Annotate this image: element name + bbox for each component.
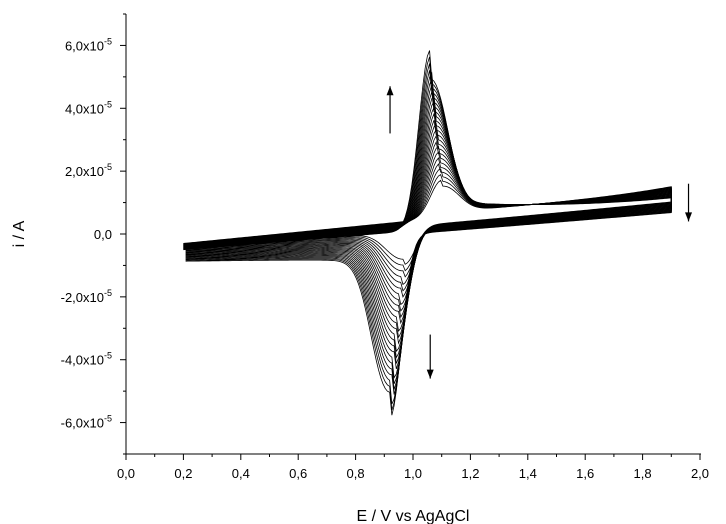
axes (125, 14, 701, 455)
arrow-up-icon (386, 86, 394, 96)
x-tick-label: 1,6 (576, 466, 594, 481)
cv-cycle-curve (183, 128, 672, 325)
y-tick-label: -2,0x10-5 (61, 288, 112, 305)
y-tick-label: -6,0x10-5 (61, 414, 112, 431)
voltammogram-curves (183, 50, 672, 416)
trend-arrows (386, 86, 693, 379)
y-tick-label: 2,0x10-5 (65, 162, 112, 179)
cv-cycle-curve (183, 145, 672, 306)
cv-cycle-curve (183, 63, 672, 405)
x-tick-label: 1,8 (634, 466, 652, 481)
arrow-down-icon (685, 212, 693, 222)
x-tick-label: 0,6 (289, 466, 307, 481)
x-tick-label: 0,0 (117, 466, 135, 481)
x-tick-label: 0,2 (174, 466, 192, 481)
x-axis-title: E / V vs AgAgCl (357, 508, 470, 524)
arrow-down-icon (426, 369, 434, 379)
x-tick-label: 1,4 (519, 466, 537, 481)
y-tick-label: 4,0x10-5 (65, 99, 112, 116)
y-tick-label: -4,0x10-5 (61, 351, 112, 368)
y-tick-label: 6,0x10-5 (65, 36, 112, 53)
x-tick-label: 0,4 (232, 466, 250, 481)
x-axis-ticks: 0,0 0,2 0,4 0,6 0,8 1,0 1,2 1,4 1,6 1,8 2,0 (117, 454, 709, 481)
x-tick-label: 0,8 (347, 466, 365, 481)
x-tick-label: 2,0 (691, 466, 709, 481)
x-tick-label: 1,0 (404, 466, 422, 481)
cv-cycle-curve (183, 134, 672, 319)
y-tick-label: 0,0 (94, 227, 112, 242)
y-axis-title: i / A (11, 220, 28, 247)
x-tick-label: 1,2 (461, 466, 479, 481)
cv-cycle-curve (183, 50, 672, 416)
y-axis-ticks: -6,0x10-5 -4,0x10-5 -2,0x10-5 0,0 2,0x10-5 4,… (61, 13, 126, 455)
cv-cycle-curve (183, 122, 672, 333)
